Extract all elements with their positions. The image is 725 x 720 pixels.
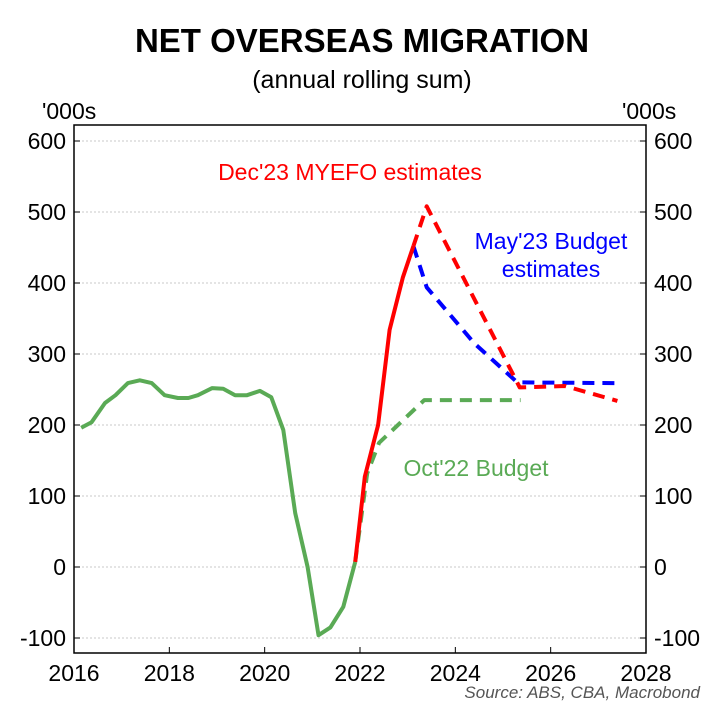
series-line-oct-22-budget — [353, 398, 521, 563]
y-tick-label-left: 100 — [28, 483, 66, 509]
x-tick-label: 2026 — [525, 660, 576, 686]
label-may23-line1: May'23 Budget — [475, 228, 628, 254]
x-tick-label: 2016 — [48, 660, 99, 686]
series-line-actual-myefo- — [353, 245, 416, 563]
series-line-dec-23-myefo-estimates — [411, 204, 618, 403]
y-tick-label-right: 0 — [654, 554, 667, 580]
y-tick-label-left: 400 — [28, 270, 66, 296]
y-tick-label-left: 500 — [28, 199, 66, 225]
y-tick-label-right: 200 — [654, 412, 692, 438]
y-tick-label-left: 600 — [28, 128, 66, 154]
y-tick-label-left: 0 — [53, 554, 66, 580]
label-myefo: Dec'23 MYEFO estimates — [218, 159, 482, 185]
chart-title: NET OVERSEAS MIGRATION — [135, 22, 589, 59]
label-may23-line2: estimates — [502, 256, 600, 282]
y-tick-label-left: -100 — [20, 625, 66, 651]
y-tick-label-right: 500 — [654, 199, 692, 225]
source-note: Source: ABS, CBA, Macrobond — [464, 683, 700, 702]
x-tick-label: 2024 — [430, 660, 481, 686]
y-tick-label-right: 300 — [654, 341, 692, 367]
x-tick-label: 2020 — [239, 660, 290, 686]
series-line-actual — [80, 378, 358, 638]
y-tick-label-right: -100 — [654, 625, 700, 651]
label-oct22: Oct'22 Budget — [403, 455, 549, 481]
x-tick-label: 2018 — [144, 660, 195, 686]
series-line-may-23-budget-estimates — [411, 245, 618, 386]
y-axis-label-right: '000s — [622, 98, 676, 124]
y-tick-label-right: 600 — [654, 128, 692, 154]
y-tick-label-left: 300 — [28, 341, 66, 367]
x-tick-label: 2028 — [620, 660, 671, 686]
chart-subtitle: (annual rolling sum) — [252, 66, 472, 94]
x-tick-label: 2022 — [334, 660, 385, 686]
y-axis-label-left: '000s — [42, 98, 96, 124]
y-tick-label-right: 100 — [654, 483, 692, 509]
y-tick-label-left: 200 — [28, 412, 66, 438]
y-tick-label-right: 400 — [654, 270, 692, 296]
